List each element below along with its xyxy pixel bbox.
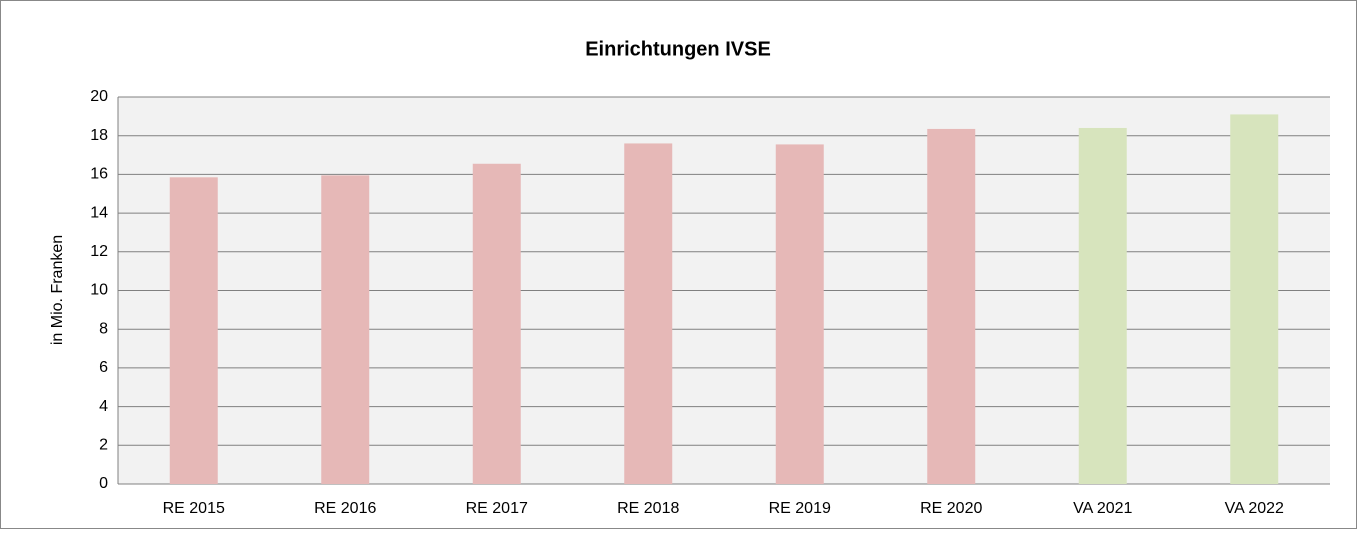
y-tick-label: 8 [99, 320, 108, 337]
y-tick-label: 4 [99, 398, 108, 415]
y-tick-label: 0 [99, 475, 108, 492]
x-tick-label: RE 2018 [617, 500, 679, 517]
y-tick-label: 6 [99, 359, 108, 376]
x-tick-label: VA 2022 [1225, 500, 1284, 517]
bar [1078, 127, 1127, 485]
y-tick-label: 2 [99, 437, 108, 454]
x-tick-label: VA 2021 [1073, 500, 1132, 517]
y-tick-label: 12 [90, 243, 108, 260]
y-tick-label: 20 [90, 88, 108, 105]
x-tick-label: RE 2017 [466, 500, 528, 517]
x-tick-label: RE 2020 [920, 500, 982, 517]
bar [624, 143, 673, 484]
x-tick-label: RE 2019 [769, 500, 831, 517]
bar [472, 163, 521, 484]
bar [1230, 114, 1279, 484]
x-tick-label: RE 2015 [163, 500, 225, 517]
bar [169, 177, 218, 485]
bar [775, 144, 824, 484]
y-tick-label: 10 [90, 282, 108, 299]
y-axis-label: in Mio. Franken [49, 235, 66, 345]
chart-title: Einrichtungen IVSE [585, 38, 771, 60]
bar [321, 175, 370, 484]
bar [927, 128, 976, 485]
y-tick-label: 16 [90, 166, 108, 183]
y-tick-label: 14 [90, 204, 108, 221]
x-tick-label: RE 2016 [314, 500, 376, 517]
y-tick-label: 18 [90, 127, 108, 144]
